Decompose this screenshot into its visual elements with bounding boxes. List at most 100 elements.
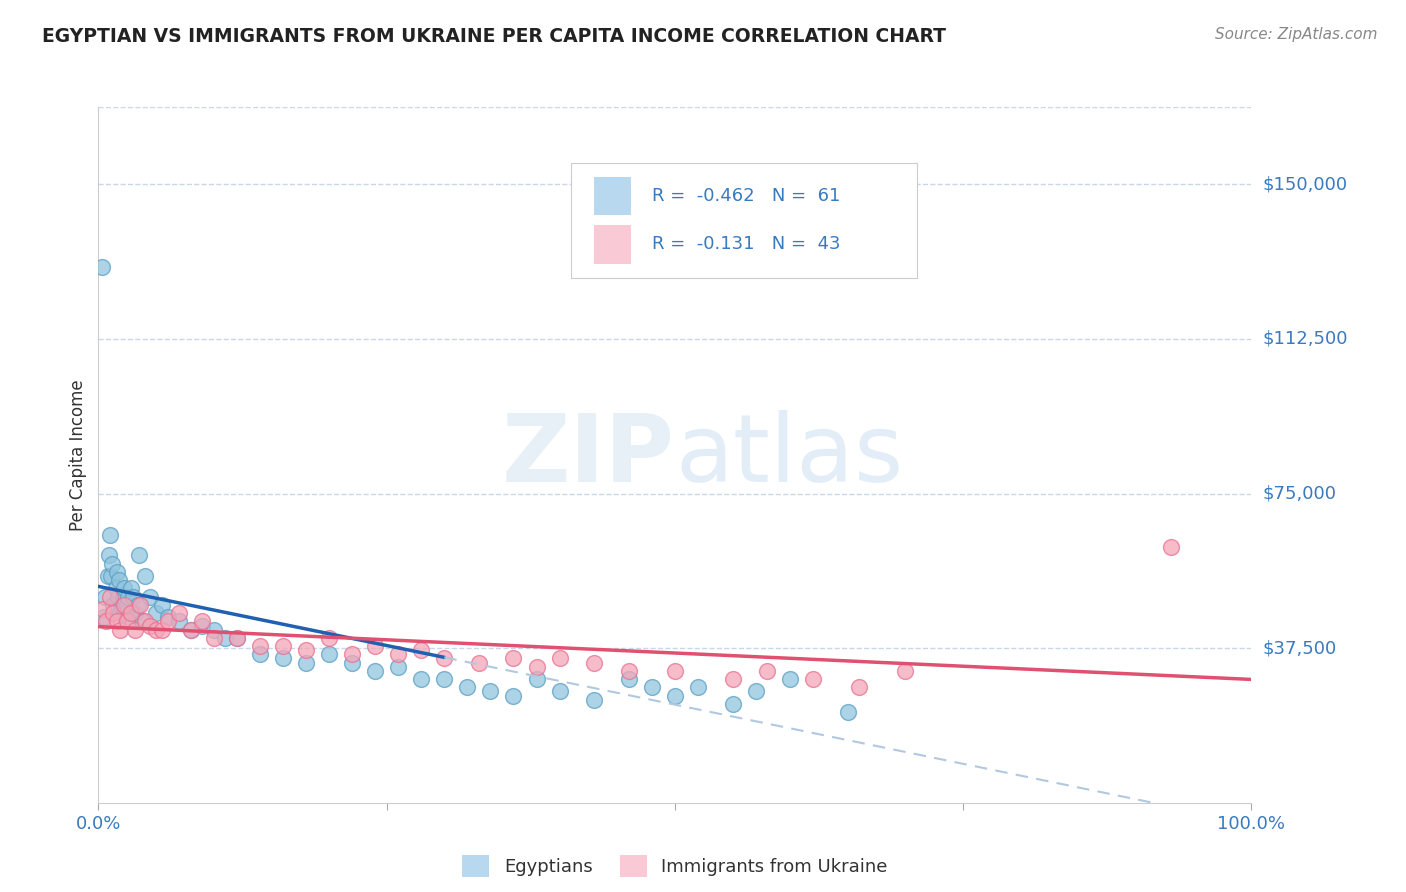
Point [104, 582, 127, 596]
Point [120, 606, 142, 620]
Point [387, 648, 409, 662]
Point [128, 549, 150, 563]
Point [110, 598, 132, 612]
Point [100, 569, 122, 583]
Point [664, 664, 686, 678]
Y-axis label: Per Capita Income: Per Capita Income [69, 379, 87, 531]
Point [721, 697, 744, 711]
Point [120, 582, 142, 596]
FancyBboxPatch shape [571, 162, 917, 277]
Point [108, 573, 131, 587]
Point [686, 681, 709, 695]
Point [150, 623, 173, 637]
Point [387, 659, 409, 673]
Point [112, 582, 135, 596]
Point [156, 610, 179, 624]
Text: ZIP: ZIP [502, 410, 675, 502]
Bar [595, 177, 631, 215]
Point [139, 618, 162, 632]
Point [340, 656, 363, 670]
Point [271, 639, 294, 653]
Point [617, 664, 640, 678]
Point [97, 569, 120, 583]
Point [107, 590, 129, 604]
Point [122, 590, 145, 604]
Point [318, 631, 340, 645]
Point [411, 643, 433, 657]
Point [110, 623, 132, 637]
Point [124, 623, 146, 637]
Point [756, 664, 779, 678]
Point [364, 664, 387, 678]
Point [90, 260, 112, 274]
Text: $75,000: $75,000 [1263, 484, 1337, 502]
Text: $37,500: $37,500 [1263, 640, 1337, 657]
Point [96, 615, 118, 629]
Point [105, 565, 128, 579]
Text: Source: ZipAtlas.com: Source: ZipAtlas.com [1215, 27, 1378, 42]
Point [103, 606, 125, 620]
Text: EGYPTIAN VS IMMIGRANTS FROM UKRAINE PER CAPITA INCOME CORRELATION CHART: EGYPTIAN VS IMMIGRANTS FROM UKRAINE PER … [42, 27, 946, 45]
Point [779, 672, 801, 686]
Point [583, 692, 606, 706]
Point [548, 684, 571, 698]
Point [502, 651, 524, 665]
Point [202, 631, 225, 645]
Point [167, 615, 190, 629]
Point [433, 672, 456, 686]
Point [318, 648, 340, 662]
Bar [595, 226, 631, 263]
Point [271, 651, 294, 665]
Point [548, 651, 571, 665]
Point [837, 705, 859, 719]
Point [127, 598, 149, 612]
Point [93, 610, 115, 624]
Point [180, 623, 202, 637]
Point [526, 672, 548, 686]
Point [433, 651, 456, 665]
Legend: Egyptians, Immigrants from Ukraine: Egyptians, Immigrants from Ukraine [456, 847, 894, 884]
Point [134, 615, 156, 629]
Point [98, 528, 121, 542]
Point [894, 664, 917, 678]
Point [103, 598, 125, 612]
Point [91, 602, 114, 616]
Point [617, 672, 640, 686]
Point [801, 672, 824, 686]
Point [124, 606, 146, 620]
Point [225, 631, 247, 645]
Text: atlas: atlas [675, 410, 903, 502]
Text: $112,500: $112,500 [1263, 330, 1348, 348]
Point [129, 598, 152, 612]
Point [167, 606, 190, 620]
Point [526, 659, 548, 673]
Text: R =  -0.131   N =  43: R = -0.131 N = 43 [652, 235, 841, 253]
Point [411, 672, 433, 686]
Point [502, 689, 524, 703]
Point [139, 590, 162, 604]
Point [249, 639, 271, 653]
Point [145, 623, 167, 637]
Point [295, 643, 318, 657]
Point [340, 648, 363, 662]
Point [118, 615, 141, 629]
Text: R =  -0.462   N =  61: R = -0.462 N = 61 [652, 186, 841, 205]
Point [117, 598, 139, 612]
Point [1160, 540, 1182, 554]
Point [156, 615, 179, 629]
Point [117, 615, 139, 629]
Point [114, 606, 136, 620]
Point [98, 590, 121, 604]
Point [225, 631, 247, 645]
Point [97, 549, 120, 563]
Point [641, 681, 664, 695]
Point [150, 598, 173, 612]
Point [249, 648, 271, 662]
Point [131, 615, 153, 629]
Point [180, 623, 202, 637]
Point [664, 689, 686, 703]
Point [202, 623, 225, 637]
Point [295, 656, 318, 670]
Point [94, 590, 117, 604]
Point [744, 684, 766, 698]
